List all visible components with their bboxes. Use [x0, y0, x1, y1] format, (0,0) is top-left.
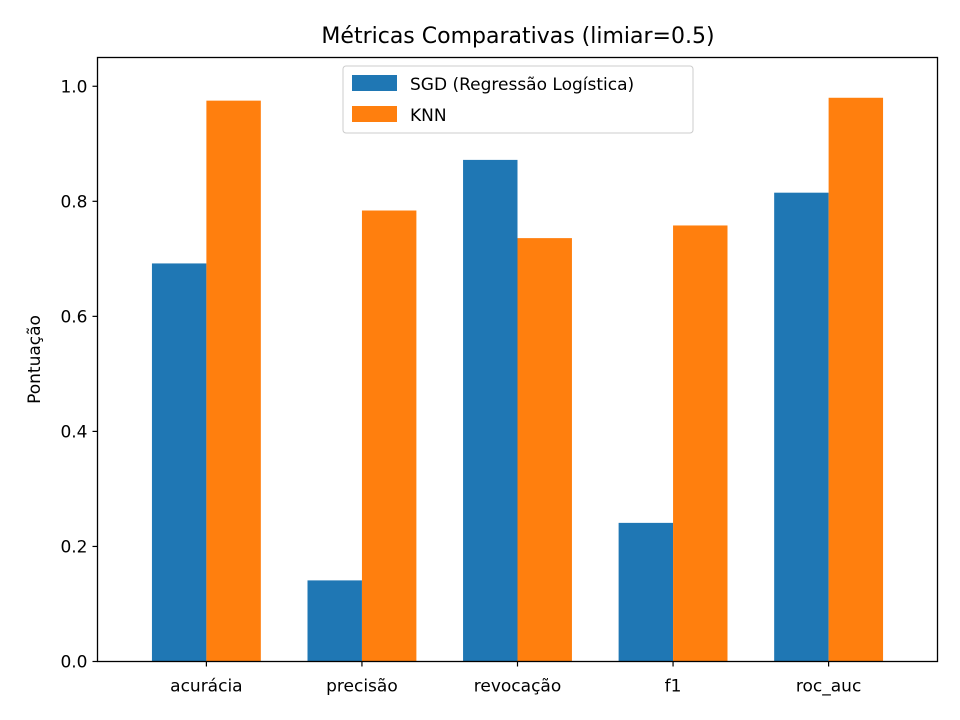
- legend-label-series-0: SGD (Regressão Logística): [410, 75, 634, 95]
- legend: SGD (Regressão Logística) KNN: [342, 65, 694, 134]
- bar-precisão-series-1: [361, 210, 417, 662]
- legend-swatch-series-1: [352, 106, 397, 122]
- chart-title: Métricas Comparativas (limiar=0.5): [321, 24, 714, 49]
- y-tick-label: 1.0: [60, 77, 87, 97]
- bar-f1-series-0: [618, 522, 674, 662]
- x-axis: acurácia precisão revocação f1 roc_auc: [170, 661, 861, 697]
- bar-f1-series-1: [673, 225, 728, 662]
- legend-box: [342, 65, 694, 134]
- y-tick-label: 0.4: [60, 422, 87, 442]
- bar-acurácia-series-1: [206, 100, 261, 662]
- bar-roc_auc-series-0: [774, 192, 829, 662]
- y-tick-label: 0.0: [60, 653, 87, 673]
- x-tick-label: precisão: [326, 677, 398, 697]
- bars-group: [151, 97, 884, 662]
- bar-revocação-series-0: [463, 159, 518, 662]
- x-tick-label: acurácia: [170, 677, 242, 697]
- bar-precisão-series-0: [307, 580, 362, 662]
- x-tick-label: roc_auc: [796, 677, 861, 697]
- y-axis-label: Pontuação: [25, 315, 45, 404]
- bar-roc_auc-series-1: [828, 97, 884, 662]
- y-tick-label: 0.2: [60, 537, 87, 557]
- x-tick-label: f1: [665, 677, 682, 697]
- bar-acurácia-series-0: [151, 263, 207, 662]
- y-tick-label: 0.6: [60, 307, 87, 327]
- y-axis: 0.0 0.2 0.4 0.6 0.8 1.0: [60, 77, 98, 673]
- y-tick-label: 0.8: [60, 192, 87, 212]
- bar-revocação-series-1: [517, 238, 572, 662]
- plot-frame: [96, 56, 939, 663]
- legend-swatch-series-0: [352, 75, 397, 91]
- legend-label-series-1: KNN: [410, 106, 447, 126]
- x-tick-label: revocação: [474, 677, 561, 697]
